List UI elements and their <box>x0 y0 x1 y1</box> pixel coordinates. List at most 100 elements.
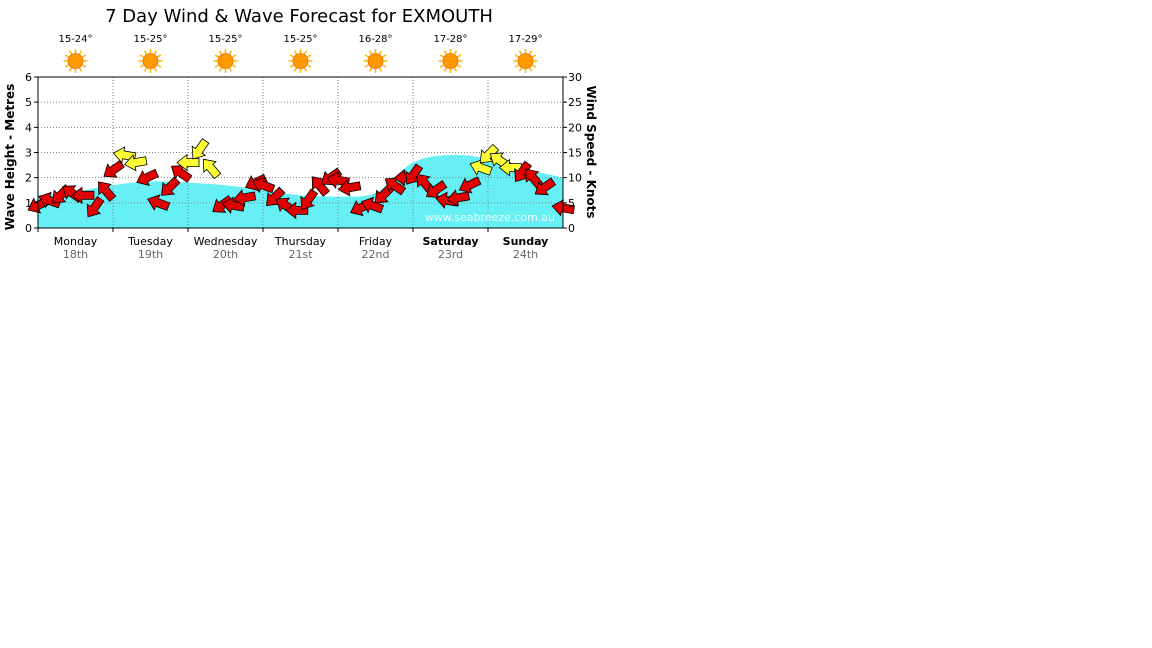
temperature-label: 15-25° <box>208 34 242 45</box>
sun-ray <box>232 64 237 68</box>
sun-icon <box>213 49 238 73</box>
sun-ray <box>457 54 462 58</box>
sun-ray <box>439 64 444 68</box>
chart-title: 7 Day Wind & Wave Forecast for EXMOUTH <box>105 6 493 27</box>
wind-arrow <box>446 189 470 207</box>
wind-arrow <box>103 159 125 178</box>
date-label: 19th <box>138 248 163 261</box>
wind-arrow <box>337 179 362 197</box>
plot-area: www.seabreeze.com.au <box>27 76 575 229</box>
wind-arrow <box>300 188 319 210</box>
day-label: Thursday <box>274 235 327 248</box>
date-label: 23rd <box>438 248 463 261</box>
wind-arrow <box>534 177 557 196</box>
sun-ray <box>139 64 144 68</box>
wind-arrow <box>86 196 105 218</box>
sun-ray <box>68 67 73 72</box>
sun-ray <box>368 67 373 72</box>
date-label: 18th <box>63 248 88 261</box>
wind-arrow <box>191 138 210 160</box>
y2-tick-label: 15 <box>568 147 582 160</box>
sun-ray <box>228 50 233 55</box>
sun-ray <box>364 64 369 68</box>
sun-icon <box>288 49 313 73</box>
sun-ray <box>293 50 298 55</box>
sun-ray <box>378 67 383 72</box>
temperature-label: 15-24° <box>58 34 92 45</box>
y2-tick-label: 30 <box>568 71 582 84</box>
day-label: Monday <box>54 235 98 248</box>
day-label: Sunday <box>503 235 549 248</box>
sun-ray <box>293 67 298 72</box>
sun-icon <box>138 49 163 73</box>
sun-ray <box>289 54 294 58</box>
temperature-label: 15-25° <box>283 34 317 45</box>
sun-ray <box>514 54 519 58</box>
wind-arrow <box>384 177 407 196</box>
y-axis-title: Wave Height - Metres <box>3 84 17 231</box>
y-tick-label: 0 <box>25 222 32 235</box>
sun-ray <box>82 64 87 68</box>
sun-ray <box>382 54 387 58</box>
sun-ray <box>382 64 387 68</box>
wind-arrow <box>514 160 532 183</box>
sun-ray <box>532 54 537 58</box>
sun-ray <box>439 54 444 58</box>
sun-ray <box>228 67 233 72</box>
sun-disc <box>217 53 234 69</box>
sun-ray <box>378 50 383 55</box>
sun-ray <box>143 67 148 72</box>
sun-ray <box>289 64 294 68</box>
date-label: 21st <box>288 248 313 261</box>
sun-icon <box>63 49 88 73</box>
wind-arrow <box>469 159 493 176</box>
sun-ray <box>218 50 223 55</box>
day-label: Wednesday <box>194 235 258 248</box>
y-tick-label: 4 <box>25 121 32 134</box>
day-label: Saturday <box>423 235 479 248</box>
day-label: Friday <box>359 235 393 248</box>
wave-height-axis: 0 1 2 3 4 5 6 <box>25 71 38 235</box>
y2-tick-label: 10 <box>568 172 582 185</box>
sun-ray <box>307 54 312 58</box>
y-tick-label: 2 <box>25 172 32 185</box>
sun-ray <box>157 54 162 58</box>
wind-arrow <box>360 196 385 214</box>
y2-tick-label: 5 <box>568 197 575 210</box>
sun-ray <box>303 50 308 55</box>
sun-ray <box>78 67 83 72</box>
wave-height-area <box>38 154 563 228</box>
sun-disc <box>442 53 459 69</box>
wind-arrow <box>147 194 171 211</box>
sun-disc <box>292 53 309 69</box>
sun-ray <box>453 67 458 72</box>
wind-arrow <box>266 186 286 207</box>
wind-arrow <box>71 186 95 205</box>
sun-ray <box>64 64 69 68</box>
sun-ray <box>153 67 158 72</box>
y2-tick-label: 20 <box>568 121 582 134</box>
sun-ray <box>443 50 448 55</box>
sun-ray <box>82 54 87 58</box>
temperature-row: 15-24° 15-25° 15-25° 15-25° 16-28° 17-28° 17-2… <box>58 34 543 73</box>
wind-arrow <box>311 176 330 197</box>
date-label: 20th <box>213 248 238 261</box>
sun-ray <box>232 54 237 58</box>
temperature-label: 17-29° <box>508 34 542 45</box>
sun-ray <box>214 54 219 58</box>
sun-disc <box>367 53 384 69</box>
sun-ray <box>139 54 144 58</box>
sun-ray <box>457 64 462 68</box>
day-label: Tuesday <box>127 235 173 248</box>
wind-arrow <box>136 168 159 186</box>
sun-ray <box>153 50 158 55</box>
temperature-label: 16-28° <box>358 34 392 45</box>
sun-ray <box>157 64 162 68</box>
watermark: www.seabreeze.com.au <box>425 211 555 224</box>
date-label: 24th <box>513 248 538 261</box>
sun-ray <box>518 67 523 72</box>
y2-tick-label: 0 <box>568 222 575 235</box>
sun-disc <box>517 53 534 69</box>
sun-ray <box>68 50 73 55</box>
